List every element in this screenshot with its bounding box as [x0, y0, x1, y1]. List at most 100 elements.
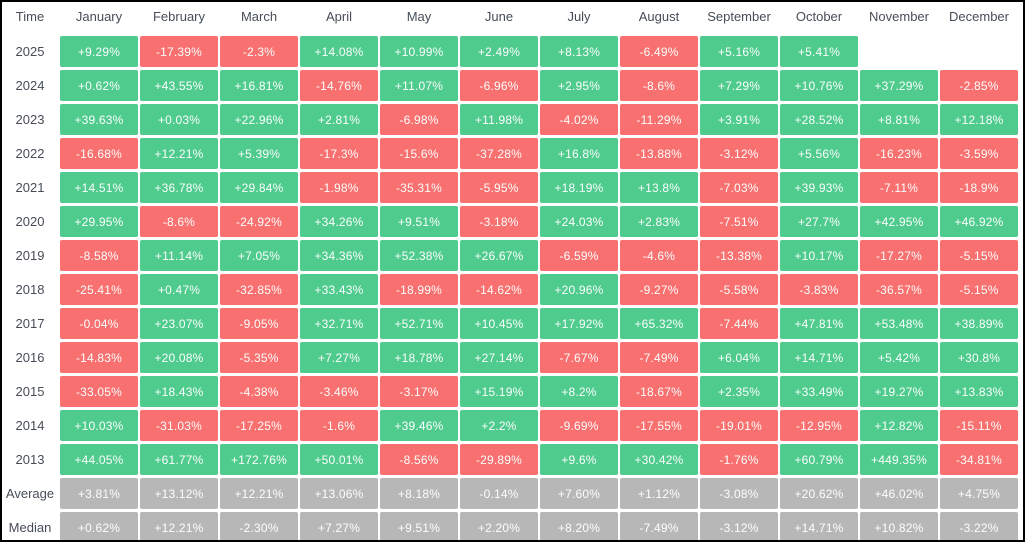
return-cell: +2.2%: [460, 410, 538, 441]
return-cell: +14.51%: [60, 172, 138, 203]
return-cell: +33.43%: [300, 274, 378, 305]
return-cell: -5.58%: [700, 274, 778, 305]
return-cell: -13.88%: [620, 138, 698, 169]
return-cell: -2.30%: [220, 512, 298, 540]
return-cell: -32.85%: [220, 274, 298, 305]
return-cell: -7.44%: [700, 308, 778, 339]
return-cell: -9.27%: [620, 274, 698, 305]
return-cell: +10.99%: [380, 36, 458, 67]
return-cell: +30.42%: [620, 444, 698, 475]
return-cell: +27.7%: [780, 206, 858, 237]
return-cell: -6.49%: [620, 36, 698, 67]
return-cell: +0.47%: [140, 274, 218, 305]
return-cell: +13.12%: [140, 478, 218, 509]
return-cell: -3.12%: [700, 138, 778, 169]
return-cell: +18.43%: [140, 376, 218, 407]
column-header-month: February: [152, 8, 206, 24]
return-cell: -9.05%: [220, 308, 298, 339]
return-cell: +9.51%: [380, 206, 458, 237]
row-label: 2021: [15, 180, 45, 195]
return-cell: -15.11%: [940, 410, 1018, 441]
return-cell: -8.6%: [620, 70, 698, 101]
return-cell: +60.79%: [780, 444, 858, 475]
return-cell: -5.35%: [220, 342, 298, 373]
return-cell: +1.12%: [620, 478, 698, 509]
return-cell: +3.91%: [700, 104, 778, 135]
return-cell: +13.06%: [300, 478, 378, 509]
return-cell: +10.45%: [460, 308, 538, 339]
return-cell: -5.15%: [940, 240, 1018, 271]
return-cell: +11.07%: [380, 70, 458, 101]
return-cell: +2.49%: [460, 36, 538, 67]
return-cell: +50.01%: [300, 444, 378, 475]
return-cell: +10.17%: [780, 240, 858, 271]
column-header-month: July: [567, 8, 591, 24]
return-cell: -18.9%: [940, 172, 1018, 203]
return-cell: +17.92%: [540, 308, 618, 339]
return-cell: +14.71%: [780, 512, 858, 540]
row-label: 2014: [15, 418, 45, 433]
return-cell: +53.48%: [860, 308, 938, 339]
return-cell: +12.82%: [860, 410, 938, 441]
return-cell: +18.78%: [380, 342, 458, 373]
return-cell: -3.83%: [780, 274, 858, 305]
return-cell: -33.05%: [60, 376, 138, 407]
return-cell: -14.83%: [60, 342, 138, 373]
return-cell: +22.96%: [220, 104, 298, 135]
row-label: 2025: [15, 44, 45, 59]
return-cell: +34.26%: [300, 206, 378, 237]
return-cell: -0.04%: [60, 308, 138, 339]
column-header-month: November: [869, 8, 929, 24]
return-cell: +0.62%: [60, 70, 138, 101]
column-header-month: October: [795, 8, 843, 24]
return-cell: -16.68%: [60, 138, 138, 169]
row-label: Median: [8, 520, 52, 535]
return-cell: -37.28%: [460, 138, 538, 169]
return-cell: +7.29%: [700, 70, 778, 101]
return-cell: -29.89%: [460, 444, 538, 475]
return-cell: -13.38%: [700, 240, 778, 271]
return-cell: +9.29%: [60, 36, 138, 67]
return-cell: -17.3%: [300, 138, 378, 169]
row-label: 2020: [15, 214, 45, 229]
return-cell: +12.18%: [940, 104, 1018, 135]
return-cell: -14.76%: [300, 70, 378, 101]
return-cell: +14.08%: [300, 36, 378, 67]
return-cell: +13.83%: [940, 376, 1018, 407]
return-cell: +6.04%: [700, 342, 778, 373]
return-cell: -8.6%: [140, 206, 218, 237]
column-header-month: August: [638, 8, 680, 24]
return-cell: -6.59%: [540, 240, 618, 271]
return-cell: +18.19%: [540, 172, 618, 203]
return-cell: +8.13%: [540, 36, 618, 67]
column-header-month: June: [484, 8, 514, 24]
return-cell: +24.03%: [540, 206, 618, 237]
return-cell: +5.42%: [860, 342, 938, 373]
return-cell: +13.8%: [620, 172, 698, 203]
return-cell: -8.56%: [380, 444, 458, 475]
return-cell: -19.01%: [700, 410, 778, 441]
row-label: 2016: [15, 350, 45, 365]
return-cell: +10.03%: [60, 410, 138, 441]
return-cell: -36.57%: [860, 274, 938, 305]
return-cell: +8.2%: [540, 376, 618, 407]
return-cell: +7.27%: [300, 342, 378, 373]
return-cell: +52.71%: [380, 308, 458, 339]
return-cell: +16.8%: [540, 138, 618, 169]
return-cell: +0.03%: [140, 104, 218, 135]
return-cell: +2.95%: [540, 70, 618, 101]
return-cell: +32.71%: [300, 308, 378, 339]
return-cell: -3.22%: [940, 512, 1018, 540]
return-cell: +39.63%: [60, 104, 138, 135]
return-cell: +2.81%: [300, 104, 378, 135]
return-cell: +34.36%: [300, 240, 378, 271]
row-label: 2023: [15, 112, 45, 127]
return-cell: +28.52%: [780, 104, 858, 135]
row-label: 2015: [15, 384, 45, 399]
return-cell: +20.08%: [140, 342, 218, 373]
return-cell: +39.93%: [780, 172, 858, 203]
return-cell: -6.98%: [380, 104, 458, 135]
return-cell: -3.17%: [380, 376, 458, 407]
